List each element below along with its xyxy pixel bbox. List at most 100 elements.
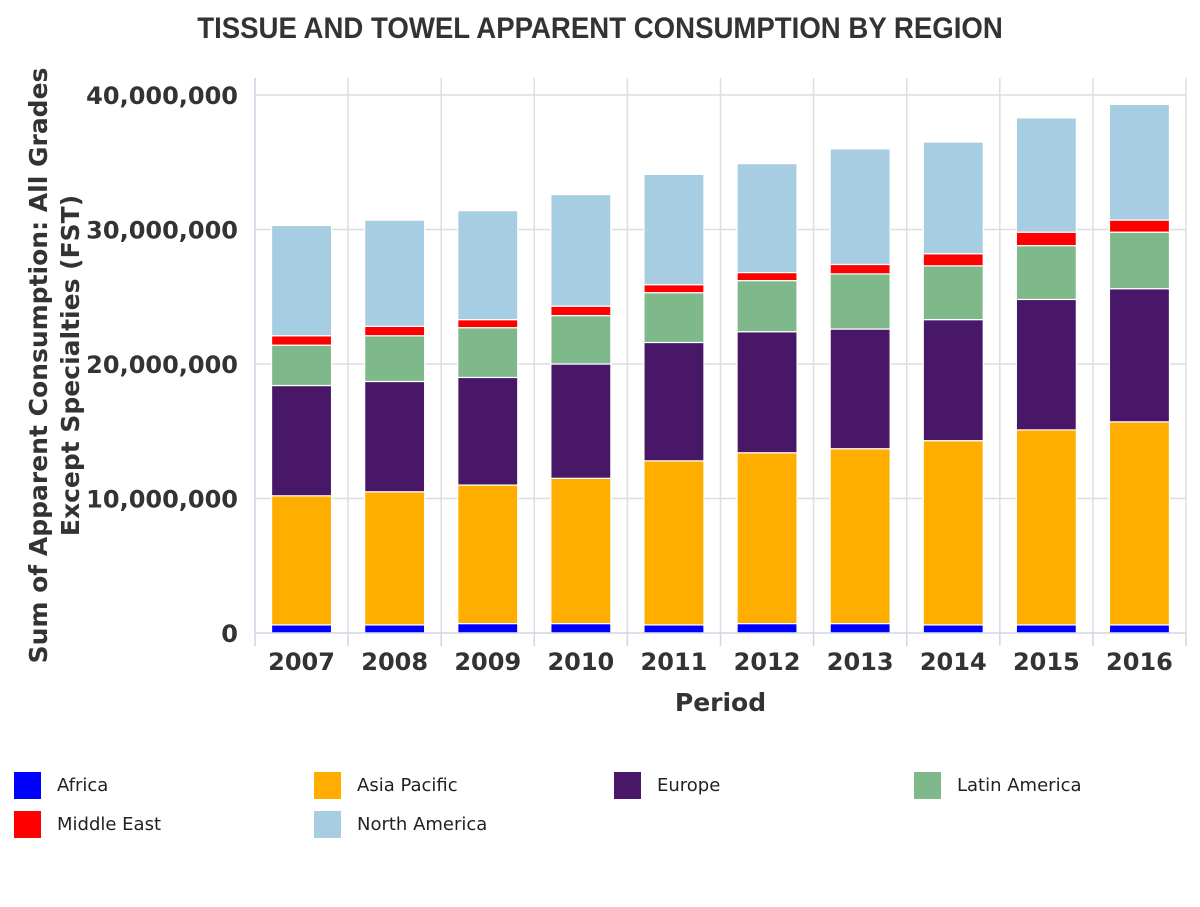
bar-segment-africa-2016[interactable]	[1108, 624, 1171, 634]
x-tick-label: 2013	[827, 648, 894, 676]
bar-segment-africa-2011[interactable]	[643, 624, 705, 634]
bar-segment-middle-east-2012[interactable]	[736, 271, 798, 282]
legend-label: Africa	[57, 774, 109, 796]
bar-segment-north-america-2013[interactable]	[829, 148, 891, 266]
bar-segment-north-america-2008[interactable]	[364, 219, 426, 327]
legend-label: Middle East	[57, 813, 162, 835]
x-tick-label: 2011	[641, 648, 708, 676]
legend-item-middle-east[interactable]: Middle East	[14, 809, 161, 839]
bar-segment-europe-2009[interactable]	[457, 376, 519, 486]
bar-segment-latin-america-2013[interactable]	[829, 273, 891, 330]
legend-item-africa[interactable]: Africa	[14, 770, 108, 800]
bar-segment-latin-america-2016[interactable]	[1108, 231, 1171, 290]
bar-segment-latin-america-2015[interactable]	[1015, 245, 1077, 301]
bar-segment-north-america-2012[interactable]	[736, 162, 798, 274]
bar-segment-north-america-2007[interactable]	[270, 224, 333, 337]
bar-segment-asia-pacific-2013[interactable]	[829, 448, 891, 625]
bar-segment-africa-2008[interactable]	[364, 624, 426, 634]
chart-title: TISSUE AND TOWEL APPARENT CONSUMPTION BY…	[197, 12, 1003, 45]
bar-segment-europe-2014[interactable]	[922, 319, 984, 442]
x-tick-label: 2008	[361, 648, 428, 676]
legend-item-latin-america[interactable]: Latin America	[914, 770, 1082, 800]
x-tick-label: 2009	[454, 648, 521, 676]
bar-segment-latin-america-2007[interactable]	[270, 344, 333, 387]
legend-item-europe[interactable]: Europe	[614, 770, 720, 800]
chart-plot: 0 10,000,000 20,000,000 30,000,000 40,000,00…	[24, 68, 1187, 717]
bar-segment-africa-2007[interactable]	[270, 624, 333, 634]
bar-segment-europe-2012[interactable]	[736, 331, 798, 454]
bar-segment-latin-america-2014[interactable]	[922, 265, 984, 321]
bar-segment-europe-2008[interactable]	[364, 380, 426, 493]
bar-segment-latin-america-2012[interactable]	[736, 280, 798, 333]
x-tick-label: 2012	[734, 648, 801, 676]
bar-segment-asia-pacific-2012[interactable]	[736, 452, 798, 625]
bar-segment-africa-2009[interactable]	[457, 622, 519, 634]
bar-segment-north-america-2016[interactable]	[1108, 103, 1171, 221]
bar-segment-asia-pacific-2011[interactable]	[643, 460, 705, 626]
legend-label: Asia Pacific	[357, 774, 458, 796]
y-axis-title-line1: Sum of Apparent Consumption: All Grades	[24, 68, 53, 664]
bar-segment-north-america-2009[interactable]	[457, 210, 519, 321]
bar-segment-asia-pacific-2009[interactable]	[457, 484, 519, 625]
bar-segment-asia-pacific-2016[interactable]	[1108, 421, 1171, 626]
x-axis-title: Period	[675, 688, 766, 717]
bars	[270, 103, 1171, 634]
bar-segment-latin-america-2011[interactable]	[643, 292, 705, 344]
bar-segment-europe-2013[interactable]	[829, 328, 891, 450]
bar-segment-africa-2014[interactable]	[922, 624, 984, 634]
bar-segment-europe-2015[interactable]	[1015, 298, 1077, 431]
bar-segment-middle-east-2010[interactable]	[550, 305, 612, 317]
y-tick-label: 30,000,000	[86, 217, 238, 245]
bar-segment-africa-2015[interactable]	[1015, 624, 1077, 634]
bar-segment-north-america-2010[interactable]	[550, 193, 612, 307]
x-tick-label: 2016	[1106, 648, 1173, 676]
bar-segment-middle-east-2007[interactable]	[270, 335, 333, 346]
x-tick-label: 2015	[1013, 648, 1080, 676]
bar-segment-middle-east-2011[interactable]	[643, 284, 705, 294]
bar-segment-latin-america-2010[interactable]	[550, 314, 612, 365]
legend-swatch	[14, 810, 41, 838]
bar-segment-africa-2010[interactable]	[550, 622, 612, 634]
y-tick-label: 10,000,000	[86, 486, 238, 514]
x-tick-label: 2014	[920, 648, 987, 676]
bar-segment-asia-pacific-2014[interactable]	[922, 440, 984, 626]
x-tick-label: 2007	[268, 648, 335, 676]
legend-swatch	[314, 771, 341, 799]
bar-segment-asia-pacific-2008[interactable]	[364, 491, 426, 626]
legend-label: North America	[357, 813, 488, 835]
y-tick-label: 40,000,000	[86, 82, 238, 110]
bar-segment-middle-east-2015[interactable]	[1015, 231, 1077, 247]
legend-swatch	[14, 771, 41, 799]
legend-label: Europe	[657, 774, 721, 796]
legend-item-asia-pacific[interactable]: Asia Pacific	[314, 770, 458, 800]
y-tick-label: 20,000,000	[86, 351, 238, 379]
bar-segment-asia-pacific-2007[interactable]	[270, 495, 333, 626]
legend-swatch	[914, 771, 941, 799]
bar-segment-middle-east-2013[interactable]	[829, 263, 891, 275]
bar-segment-middle-east-2016[interactable]	[1108, 219, 1171, 233]
bar-segment-latin-america-2008[interactable]	[364, 335, 426, 383]
axes: 0 10,000,000 20,000,000 30,000,000 40,000,00…	[86, 78, 1187, 676]
y-tick-label: 0	[221, 620, 238, 648]
legend-label: Latin America	[957, 774, 1082, 796]
bar-segment-middle-east-2008[interactable]	[364, 325, 426, 337]
bar-segment-north-america-2011[interactable]	[643, 173, 705, 286]
legend-swatch	[314, 810, 341, 838]
bar-segment-europe-2011[interactable]	[643, 341, 705, 462]
legend-swatch	[614, 771, 641, 799]
bar-segment-africa-2013[interactable]	[829, 622, 891, 634]
legend-item-north-america[interactable]: North America	[314, 809, 487, 839]
x-tick-label: 2010	[547, 648, 614, 676]
bar-segment-north-america-2014[interactable]	[922, 141, 984, 255]
bar-segment-asia-pacific-2010[interactable]	[550, 477, 612, 625]
bar-segment-asia-pacific-2015[interactable]	[1015, 429, 1077, 626]
bar-segment-africa-2012[interactable]	[736, 622, 798, 634]
bar-segment-latin-america-2009[interactable]	[457, 327, 519, 379]
gridlines	[254, 78, 1187, 633]
bar-segment-north-america-2015[interactable]	[1015, 117, 1077, 233]
bar-segment-middle-east-2009[interactable]	[457, 319, 519, 329]
bar-segment-middle-east-2014[interactable]	[922, 253, 984, 267]
bar-segment-europe-2016[interactable]	[1108, 288, 1171, 423]
bar-segment-europe-2007[interactable]	[270, 384, 333, 497]
bar-segment-europe-2010[interactable]	[550, 363, 612, 479]
